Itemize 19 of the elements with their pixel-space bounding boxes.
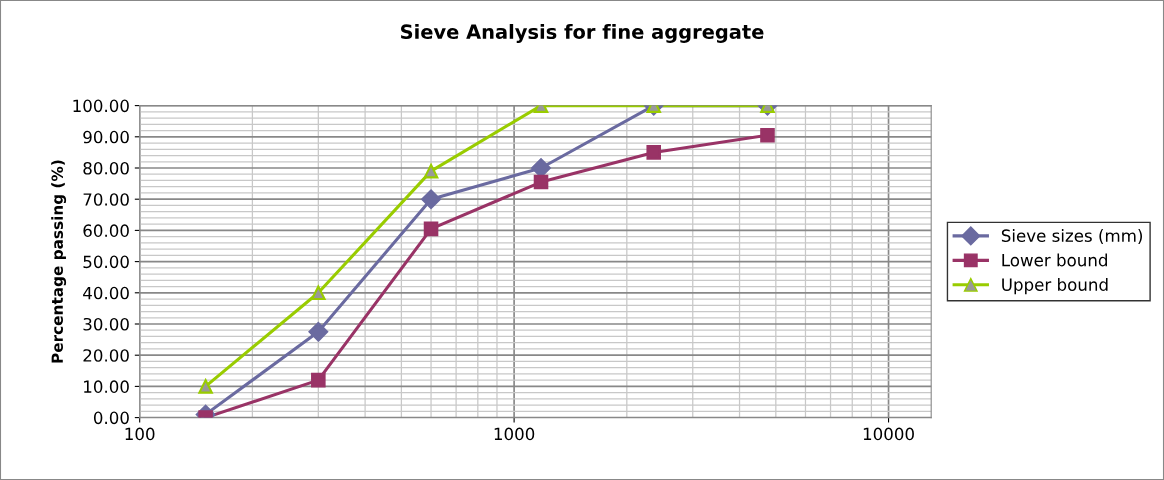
y-tick-label: 10.00 bbox=[84, 380, 129, 393]
y-tick-label: 50.00 bbox=[83, 255, 129, 269]
y-tick-label: 60.00 bbox=[83, 224, 129, 237]
y-tick-label: 90.00 bbox=[83, 130, 129, 144]
y-tick-label: 30.00 bbox=[83, 317, 129, 331]
x-tick-label: 1000 bbox=[494, 427, 535, 441]
y-tick-label: 80.00 bbox=[83, 161, 129, 175]
x-tick-label: 100 bbox=[125, 427, 155, 441]
y-tick-label: 0.00 bbox=[93, 411, 129, 425]
y-axis-title: Percentage passing (%) bbox=[51, 160, 67, 363]
y-tick-label: 20.00 bbox=[83, 349, 129, 362]
legend-label: Upper bound bbox=[1002, 278, 1108, 295]
y-tick-label: 40.00 bbox=[83, 286, 129, 300]
y-tick-label: 100.00 bbox=[73, 99, 129, 113]
x-tick-label: 10000 bbox=[863, 427, 914, 441]
y-tick-label: 70.00 bbox=[83, 193, 129, 206]
legend-label: Sieve sizes (mm) bbox=[1001, 229, 1142, 244]
legend-label: Lower bound bbox=[1002, 253, 1107, 267]
chart-title: Sieve Analysis for fine aggregate bbox=[401, 24, 764, 43]
